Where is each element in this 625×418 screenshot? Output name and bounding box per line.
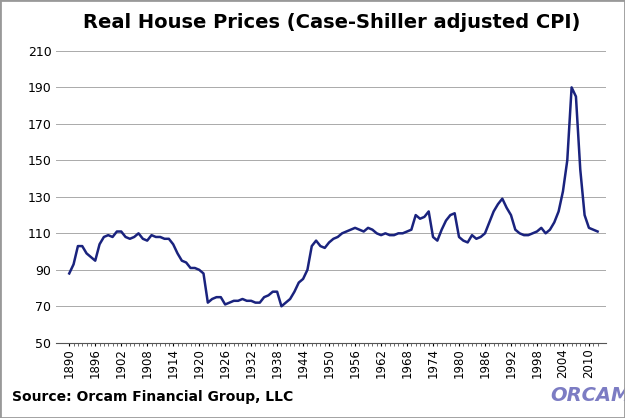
Text: Source: Orcam Financial Group, LLC: Source: Orcam Financial Group, LLC <box>12 390 294 404</box>
Title: Real House Prices (Case-Shiller adjusted CPI): Real House Prices (Case-Shiller adjusted… <box>82 13 580 32</box>
Text: ORCAM: ORCAM <box>550 385 625 405</box>
